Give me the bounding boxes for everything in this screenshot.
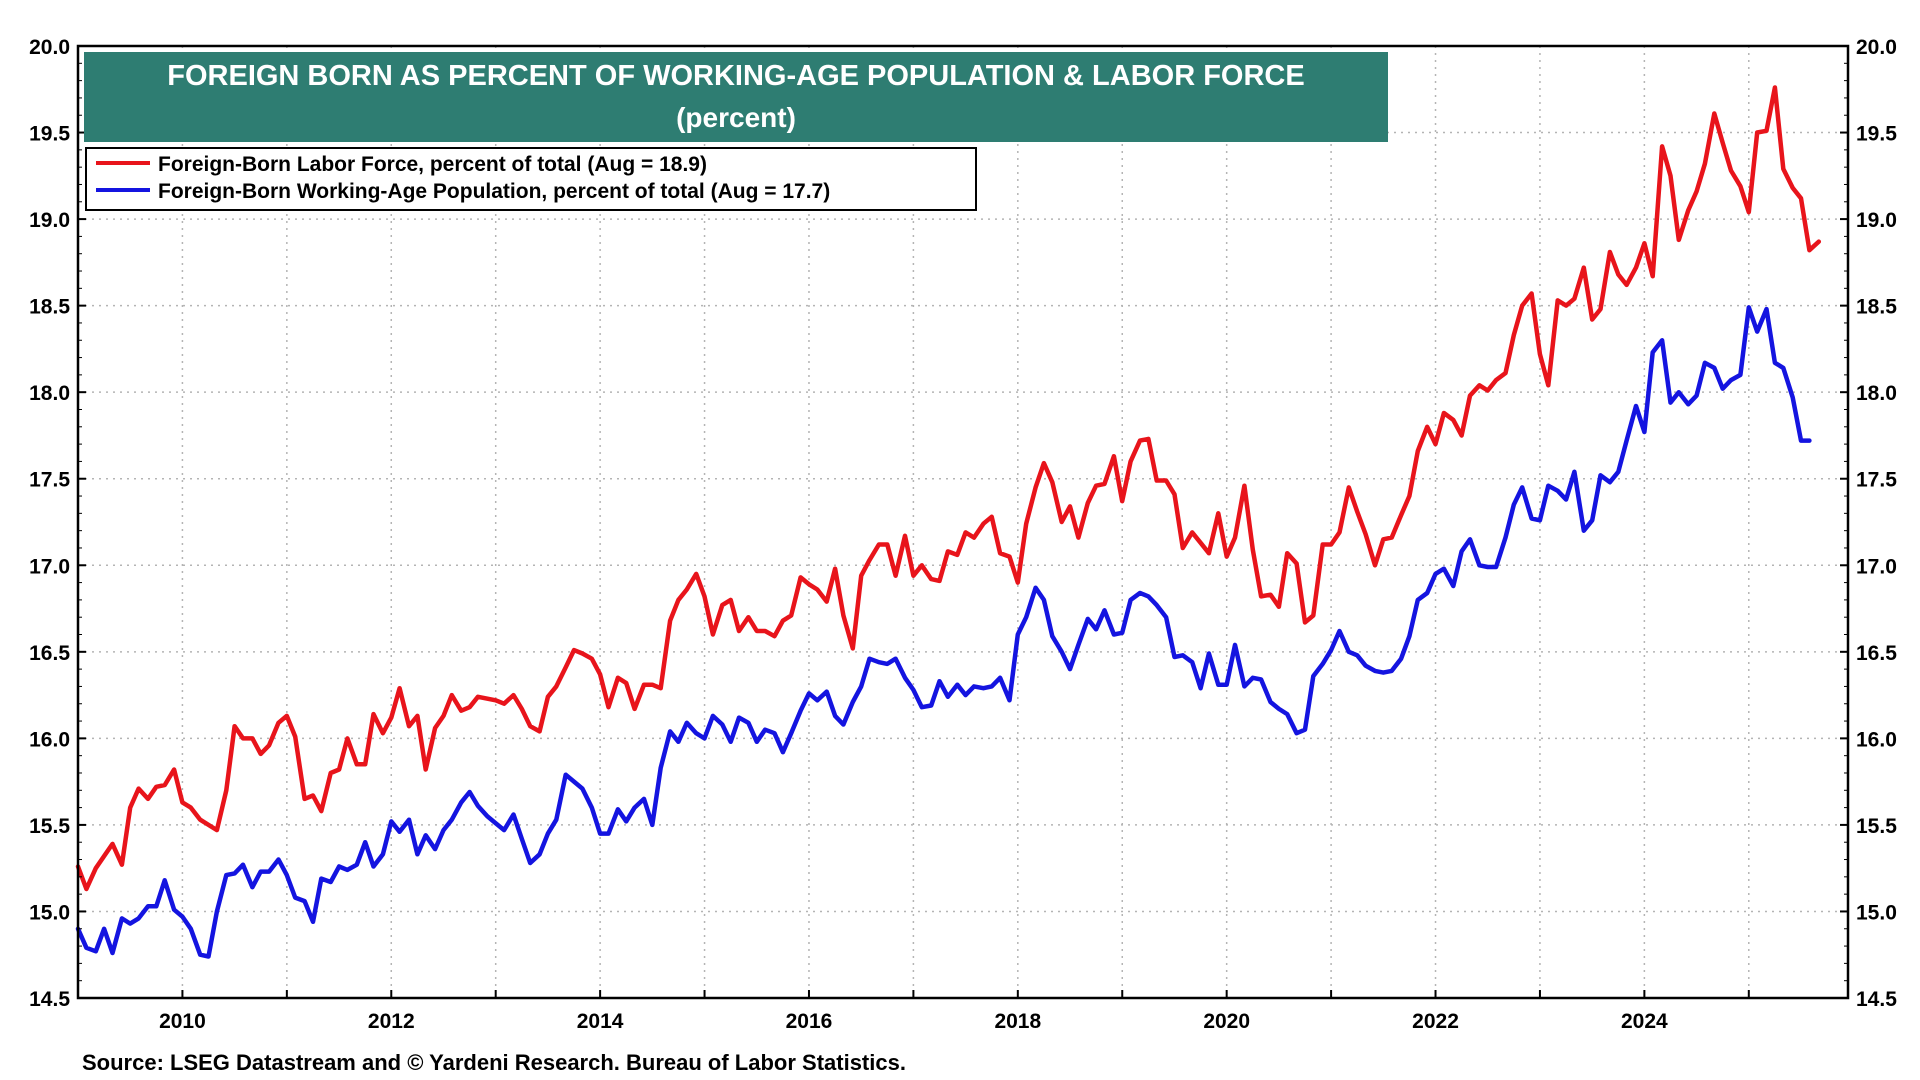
right-tick-label: 17.0 xyxy=(1856,555,1897,578)
left-tick-label: 16.5 xyxy=(29,642,70,665)
left-tick-label: 20.0 xyxy=(29,36,70,59)
x-tick-label: 2018 xyxy=(994,1010,1041,1033)
left-tick-label: 18.5 xyxy=(29,296,70,319)
x-tick-label: 2012 xyxy=(368,1010,415,1033)
left-tick-label: 19.0 xyxy=(29,209,70,232)
left-tick-label: 15.0 xyxy=(29,901,70,924)
legend-box xyxy=(85,147,977,211)
x-tick-label: 2010 xyxy=(159,1010,206,1033)
right-tick-label: 15.5 xyxy=(1856,815,1897,838)
x-tick-label: 2020 xyxy=(1203,1010,1250,1033)
left-tick-label: 17.0 xyxy=(29,555,70,578)
right-tick-label: 18.0 xyxy=(1856,382,1897,405)
left-tick-label: 19.5 xyxy=(29,123,70,146)
chart-subtitle: (percent) xyxy=(676,102,796,133)
x-tick-label: 2024 xyxy=(1621,1010,1668,1033)
legend-label-working-age: Foreign-Born Working-Age Population, per… xyxy=(158,180,830,203)
left-tick-label: 17.5 xyxy=(29,469,70,492)
left-tick-label: 14.5 xyxy=(29,988,70,1011)
right-tick-label: 18.5 xyxy=(1856,296,1897,319)
left-tick-label: 16.0 xyxy=(29,728,70,751)
right-tick-label: 14.5 xyxy=(1856,988,1897,1011)
left-tick-label: 18.0 xyxy=(29,382,70,405)
right-tick-label: 20.0 xyxy=(1856,36,1897,59)
right-tick-label: 19.0 xyxy=(1856,209,1897,232)
right-tick-label: 16.5 xyxy=(1856,642,1897,665)
x-axis: 2010 2012 2014 2016 2018 2020 2022 2024 xyxy=(77,990,1750,1033)
legend: Foreign-Born Labor Force, percent of tot… xyxy=(85,147,977,211)
right-tick-label: 15.0 xyxy=(1856,901,1897,924)
right-tick-label: 16.0 xyxy=(1856,728,1897,751)
right-tick-label: 17.5 xyxy=(1856,469,1897,492)
x-tick-label: 2022 xyxy=(1412,1010,1459,1033)
right-tick-label: 19.5 xyxy=(1856,123,1897,146)
right-y-axis: 14.5 15.0 15.5 16.0 16.5 17.0 17.5 18.0 18.5 19.0… xyxy=(1840,36,1897,1011)
series-line-working-age xyxy=(75,305,1812,959)
plot-frame xyxy=(76,44,1850,1000)
legend-label-labor-force: Foreign-Born Labor Force, percent of tot… xyxy=(158,153,707,176)
x-tick-label: 2014 xyxy=(577,1010,624,1033)
source-note: Source: LSEG Datastream and © Yardeni Re… xyxy=(82,1050,906,1075)
left-y-axis: 14.5 15.0 15.5 16.0 16.5 17.0 17.5 18.0 18.5 19.0… xyxy=(29,36,86,1011)
chart-title: FOREIGN BORN AS PERCENT OF WORKING-AGE P… xyxy=(167,60,1304,92)
series-line-labor-force xyxy=(75,85,1822,892)
series-group xyxy=(75,85,1822,959)
title-banner xyxy=(84,52,1388,142)
x-tick-label: 2016 xyxy=(786,1010,833,1033)
left-tick-label: 15.5 xyxy=(29,815,70,838)
